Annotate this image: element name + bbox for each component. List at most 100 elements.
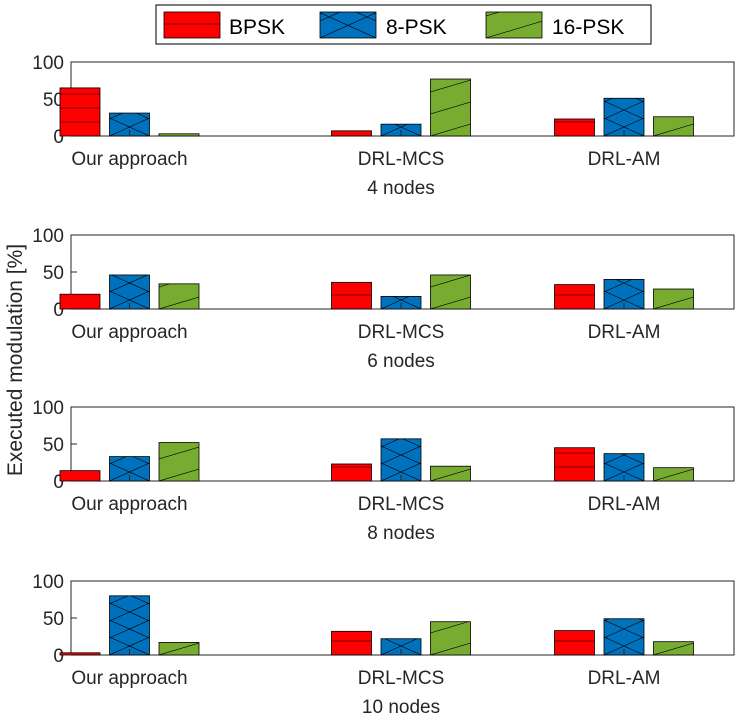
subplot-title: 4 nodes bbox=[367, 178, 435, 199]
bar-16-psk-drl-mcs bbox=[430, 274, 471, 310]
y-tick-label: 100 bbox=[32, 226, 64, 247]
bar-rect bbox=[554, 284, 595, 310]
legend-entry-bpsk: BPSK bbox=[163, 11, 285, 39]
y-tick-label: 100 bbox=[32, 53, 64, 74]
y-tick-label: 50 bbox=[43, 263, 64, 284]
x-tick-label-our-approach: Our approach bbox=[71, 668, 187, 689]
bar-bpsk-our-approach bbox=[59, 470, 101, 482]
bar-bpsk-our-approach bbox=[59, 652, 101, 656]
bar-rect bbox=[554, 447, 595, 482]
bar-rect bbox=[603, 97, 645, 137]
bar-16-psk-drl-am bbox=[653, 116, 694, 137]
bar-8-psk-drl-mcs bbox=[380, 438, 422, 482]
x-tick-label-drl-am: DRL-AM bbox=[588, 668, 661, 689]
bar-rect bbox=[653, 467, 694, 482]
bar-16-psk-drl-am bbox=[653, 467, 694, 482]
legend-box bbox=[155, 4, 652, 45]
y-tick-label: 0 bbox=[53, 300, 64, 321]
bar-rect bbox=[59, 470, 101, 482]
bar-rect bbox=[59, 87, 101, 137]
x-tick-label-our-approach: Our approach bbox=[71, 322, 187, 343]
bar-16-psk-our-approach bbox=[158, 133, 200, 137]
bar-bpsk-drl-am bbox=[554, 447, 595, 482]
bar-8-psk-drl-am bbox=[603, 97, 645, 137]
bar-16-psk-our-approach bbox=[158, 442, 200, 482]
legend-label-16psk: 16-PSK bbox=[552, 16, 624, 39]
y-tick-label: 100 bbox=[32, 398, 64, 419]
bar-rect bbox=[554, 118, 595, 137]
bar-16-psk-drl-mcs bbox=[430, 78, 471, 137]
bar-8-psk-drl-am bbox=[603, 278, 645, 310]
bar-16-psk-drl-am bbox=[653, 641, 694, 656]
subplot-title: 8 nodes bbox=[367, 523, 435, 544]
bar-rect bbox=[653, 288, 694, 310]
bar-8-psk-drl-am bbox=[603, 618, 645, 656]
bar-16-psk-our-approach bbox=[158, 642, 200, 656]
bar-rect bbox=[331, 130, 372, 137]
x-tick-label-our-approach: Our approach bbox=[71, 494, 187, 515]
x-tick-label-drl-am: DRL-AM bbox=[588, 149, 661, 170]
bar-bpsk-drl-mcs bbox=[331, 281, 372, 310]
y-tick-label: 50 bbox=[43, 435, 64, 456]
y-axis-label: Executed modulation [%] bbox=[4, 244, 27, 476]
legend: BPSK 8-PSK 16-PSK bbox=[155, 4, 652, 45]
subplot-6-nodes: 0 50 100 Our approach DRL-MCS DRL-AM 6 nodes bbox=[32, 226, 735, 372]
y-tick-label: 50 bbox=[43, 90, 64, 111]
x-tick-label-our-approach: Our approach bbox=[71, 149, 187, 170]
bar-16-psk-drl-mcs bbox=[430, 621, 471, 656]
bar-rect bbox=[158, 283, 200, 310]
y-tick-label: 0 bbox=[53, 472, 64, 493]
legend-entry-16psk: 16-PSK bbox=[485, 11, 624, 39]
subplot-title: 6 nodes bbox=[367, 351, 435, 372]
bar-rect bbox=[59, 652, 101, 656]
legend-swatch-bpsk bbox=[163, 11, 221, 39]
subplots: 0 50 100 Our approach DRL-MCS DRL-AM 4 nodes 0 5… bbox=[32, 53, 735, 718]
bar-rect bbox=[59, 293, 101, 310]
bar-rect bbox=[430, 465, 471, 482]
legend-entry-8psk: 8-PSK bbox=[319, 11, 447, 39]
bar-rect bbox=[430, 274, 471, 310]
bar-rect bbox=[331, 281, 372, 310]
bar-rect bbox=[603, 618, 645, 656]
legend-label-bpsk: BPSK bbox=[229, 16, 285, 39]
subplot-title: 10 nodes bbox=[362, 697, 440, 718]
bar-8-psk-drl-mcs bbox=[380, 638, 422, 656]
y-tick-label: 0 bbox=[53, 127, 64, 148]
bar-16-psk-drl-mcs bbox=[430, 465, 471, 482]
bar-16-psk-drl-am bbox=[653, 288, 694, 310]
y-tick-label: 100 bbox=[32, 572, 64, 593]
bar-rect bbox=[430, 78, 471, 137]
bar-rect bbox=[653, 116, 694, 137]
bar-bpsk-drl-am bbox=[554, 284, 595, 310]
legend-swatch-16psk bbox=[485, 11, 543, 39]
bar-8-psk-drl-mcs bbox=[380, 123, 422, 137]
bar-bpsk-drl-am bbox=[554, 118, 595, 137]
bar-rect bbox=[109, 595, 150, 656]
bar-rect bbox=[331, 630, 372, 656]
bar-bpsk-drl-mcs bbox=[331, 630, 372, 656]
x-tick-label-drl-mcs: DRL-MCS bbox=[358, 494, 445, 515]
y-tick-label: 0 bbox=[53, 646, 64, 667]
x-tick-label-drl-am: DRL-AM bbox=[588, 494, 661, 515]
x-tick-label-drl-mcs: DRL-MCS bbox=[358, 322, 445, 343]
bar-bpsk-drl-mcs bbox=[331, 130, 372, 137]
bar-8-psk-our-approach bbox=[109, 112, 150, 137]
subplot-8-nodes: 0 50 100 Our approach DRL-MCS DRL-AM 8 nodes bbox=[32, 398, 735, 544]
bar-rect bbox=[331, 463, 372, 482]
bar-bpsk-drl-am bbox=[554, 630, 595, 656]
subplot-10-nodes: 0 50 100 Our approach DRL-MCS DRL-AM 10 nodes bbox=[32, 572, 735, 718]
bar-bpsk-our-approach bbox=[59, 293, 101, 310]
x-tick-label-drl-mcs: DRL-MCS bbox=[358, 149, 445, 170]
x-tick-label-drl-am: DRL-AM bbox=[588, 322, 661, 343]
bar-8-psk-drl-mcs bbox=[380, 296, 422, 310]
bar-rect bbox=[554, 630, 595, 656]
bar-8-psk-our-approach bbox=[109, 456, 150, 482]
bar-bpsk-drl-mcs bbox=[331, 463, 372, 482]
x-tick-label-drl-mcs: DRL-MCS bbox=[358, 668, 445, 689]
subplot-4-nodes: 0 50 100 Our approach DRL-MCS DRL-AM 4 nodes bbox=[32, 53, 735, 199]
bar-rect bbox=[653, 641, 694, 656]
bar-8-psk-our-approach bbox=[109, 595, 150, 656]
bar-rect bbox=[380, 438, 422, 482]
bar-rect bbox=[158, 133, 200, 137]
